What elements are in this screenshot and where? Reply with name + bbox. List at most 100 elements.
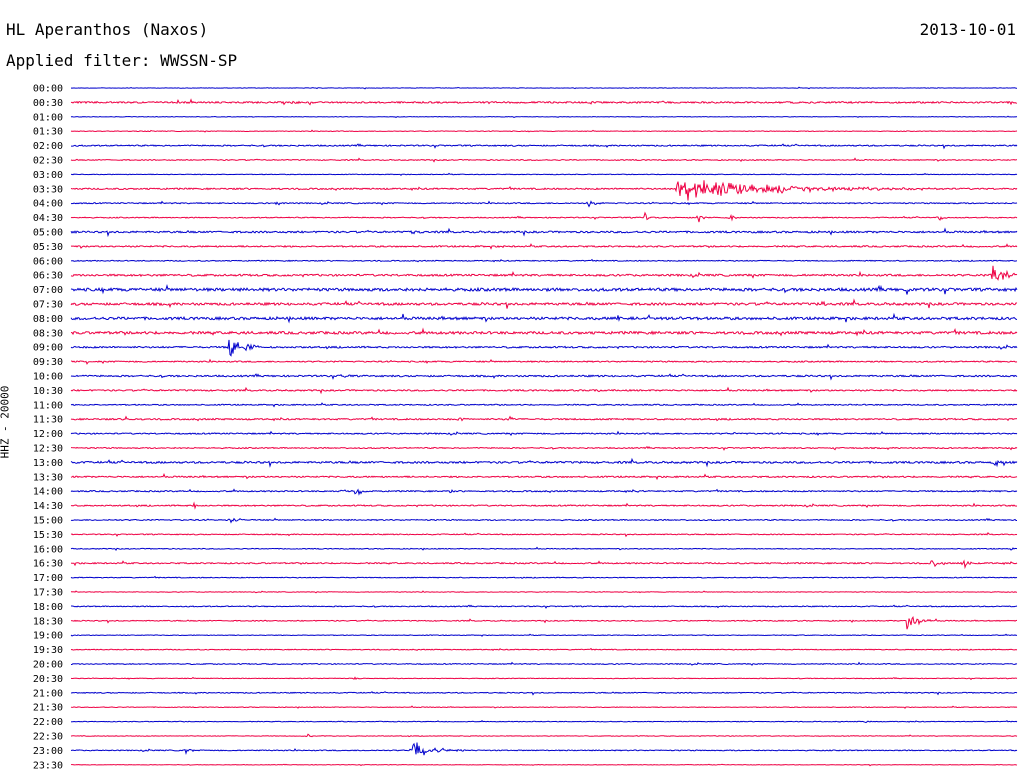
- trace-line: [70, 243, 1018, 250]
- row-time-label: 04:30: [33, 213, 63, 224]
- station-title: HL Aperanthos (Naxos): [6, 20, 209, 39]
- trace-line: [70, 227, 1018, 238]
- row-time-label: 10:00: [33, 372, 63, 383]
- row-time-label: 05:00: [33, 228, 63, 239]
- trace-line: [70, 531, 1018, 538]
- filter-label: Applied filter: WWSSN-SP: [6, 51, 238, 70]
- row-time-label: 21:30: [33, 703, 63, 714]
- trace-line: [70, 402, 1018, 408]
- row-time-label: 01:30: [33, 127, 63, 138]
- trace-line: [70, 339, 1018, 357]
- row-time-label: 22:30: [33, 732, 63, 743]
- row-time-label: 14:30: [33, 501, 63, 512]
- row-time-label: 05:30: [33, 242, 63, 253]
- trace-line: [70, 517, 1018, 524]
- row-time-label: 07:00: [33, 285, 63, 296]
- row-time-label: 17:00: [33, 573, 63, 584]
- trace-line: [70, 312, 1018, 324]
- trace-line: [70, 298, 1018, 309]
- row-time-label: 15:00: [33, 516, 63, 527]
- trace-line: [70, 373, 1018, 381]
- trace-line: [70, 615, 1018, 630]
- row-time-label: 19:00: [33, 631, 63, 642]
- trace-line: [70, 676, 1018, 681]
- row-time-label: 00:30: [33, 98, 63, 109]
- row-time-label: 14:00: [33, 487, 63, 498]
- trace-line: [70, 258, 1018, 263]
- trace-line: [70, 501, 1018, 510]
- row-time-label: 06:00: [33, 256, 63, 267]
- trace-line: [70, 98, 1018, 106]
- row-time-label: 23:30: [33, 760, 63, 771]
- row-time-label: 01:00: [33, 112, 63, 123]
- trace-line: [70, 415, 1018, 422]
- trace-line: [70, 575, 1018, 579]
- row-time-label: 17:30: [33, 588, 63, 599]
- trace-line: [70, 143, 1018, 150]
- row-time-label: 06:30: [33, 271, 63, 282]
- row-time-label: 09:00: [33, 343, 63, 354]
- trace-line: [70, 546, 1018, 552]
- row-time-label: 21:00: [33, 688, 63, 699]
- trace-line: [70, 691, 1018, 696]
- row-time-label: 08:00: [33, 314, 63, 325]
- trace-line: [70, 559, 1018, 570]
- row-time-label: 08:30: [33, 328, 63, 339]
- row-time-label: 07:30: [33, 300, 63, 311]
- row-time-label: 16:30: [33, 559, 63, 570]
- trace-line: [70, 445, 1018, 451]
- trace-line: [70, 157, 1018, 163]
- date-label: 2013-10-01: [919, 20, 1016, 39]
- row-time-label: 10:30: [33, 386, 63, 397]
- row-time-label: 15:30: [33, 530, 63, 541]
- row-time-label: 13:30: [33, 472, 63, 483]
- trace-line: [70, 457, 1018, 468]
- row-time-label: 03:00: [33, 170, 63, 181]
- trace-line: [70, 265, 1018, 281]
- row-time-label: 11:30: [33, 415, 63, 426]
- trace-line: [70, 705, 1018, 709]
- row-time-label: 18:00: [33, 602, 63, 613]
- trace-line: [70, 661, 1018, 666]
- row-time-label: 20:30: [33, 674, 63, 685]
- row-time-label: 02:30: [33, 156, 63, 167]
- row-time-label: 12:00: [33, 429, 63, 440]
- trace-line: [70, 200, 1018, 208]
- trace-line: [70, 430, 1018, 437]
- trace-line: [70, 647, 1018, 651]
- row-time-label: 11:00: [33, 400, 63, 411]
- trace-line: [70, 473, 1018, 481]
- trace-line: [70, 488, 1018, 496]
- row-time-label: 03:30: [33, 184, 63, 195]
- trace-line: [70, 590, 1018, 594]
- trace-line: [70, 115, 1018, 119]
- row-time-label: 09:30: [33, 357, 63, 368]
- trace-line: [70, 86, 1017, 90]
- trace-line: [70, 211, 1018, 223]
- trace-line: [70, 327, 1018, 337]
- trace-line: [70, 283, 1018, 295]
- trace-line: [70, 720, 1018, 724]
- row-time-label: 22:00: [33, 717, 63, 728]
- row-time-label: 19:30: [33, 645, 63, 656]
- trace-line: [70, 180, 1018, 201]
- trace-line: [70, 358, 1018, 365]
- trace-line: [70, 633, 1018, 637]
- trace-line: [70, 386, 1018, 395]
- row-time-label: 04:00: [33, 199, 63, 210]
- trace-line: [70, 733, 1018, 738]
- trace-line: [70, 763, 1018, 767]
- row-time-label: 00:00: [33, 84, 63, 95]
- trace-line: [70, 604, 1018, 609]
- row-time-label: 12:30: [33, 444, 63, 455]
- row-time-label: 16:00: [33, 544, 63, 555]
- row-time-label: 18:30: [33, 616, 63, 627]
- row-time-label: 13:00: [33, 458, 63, 469]
- row-time-label: 23:00: [33, 746, 63, 757]
- row-time-label: 20:00: [33, 660, 63, 671]
- row-time-label: 02:00: [33, 141, 63, 152]
- trace-line: [70, 129, 1018, 133]
- trace-line: [70, 172, 1018, 177]
- trace-line: [70, 742, 1018, 756]
